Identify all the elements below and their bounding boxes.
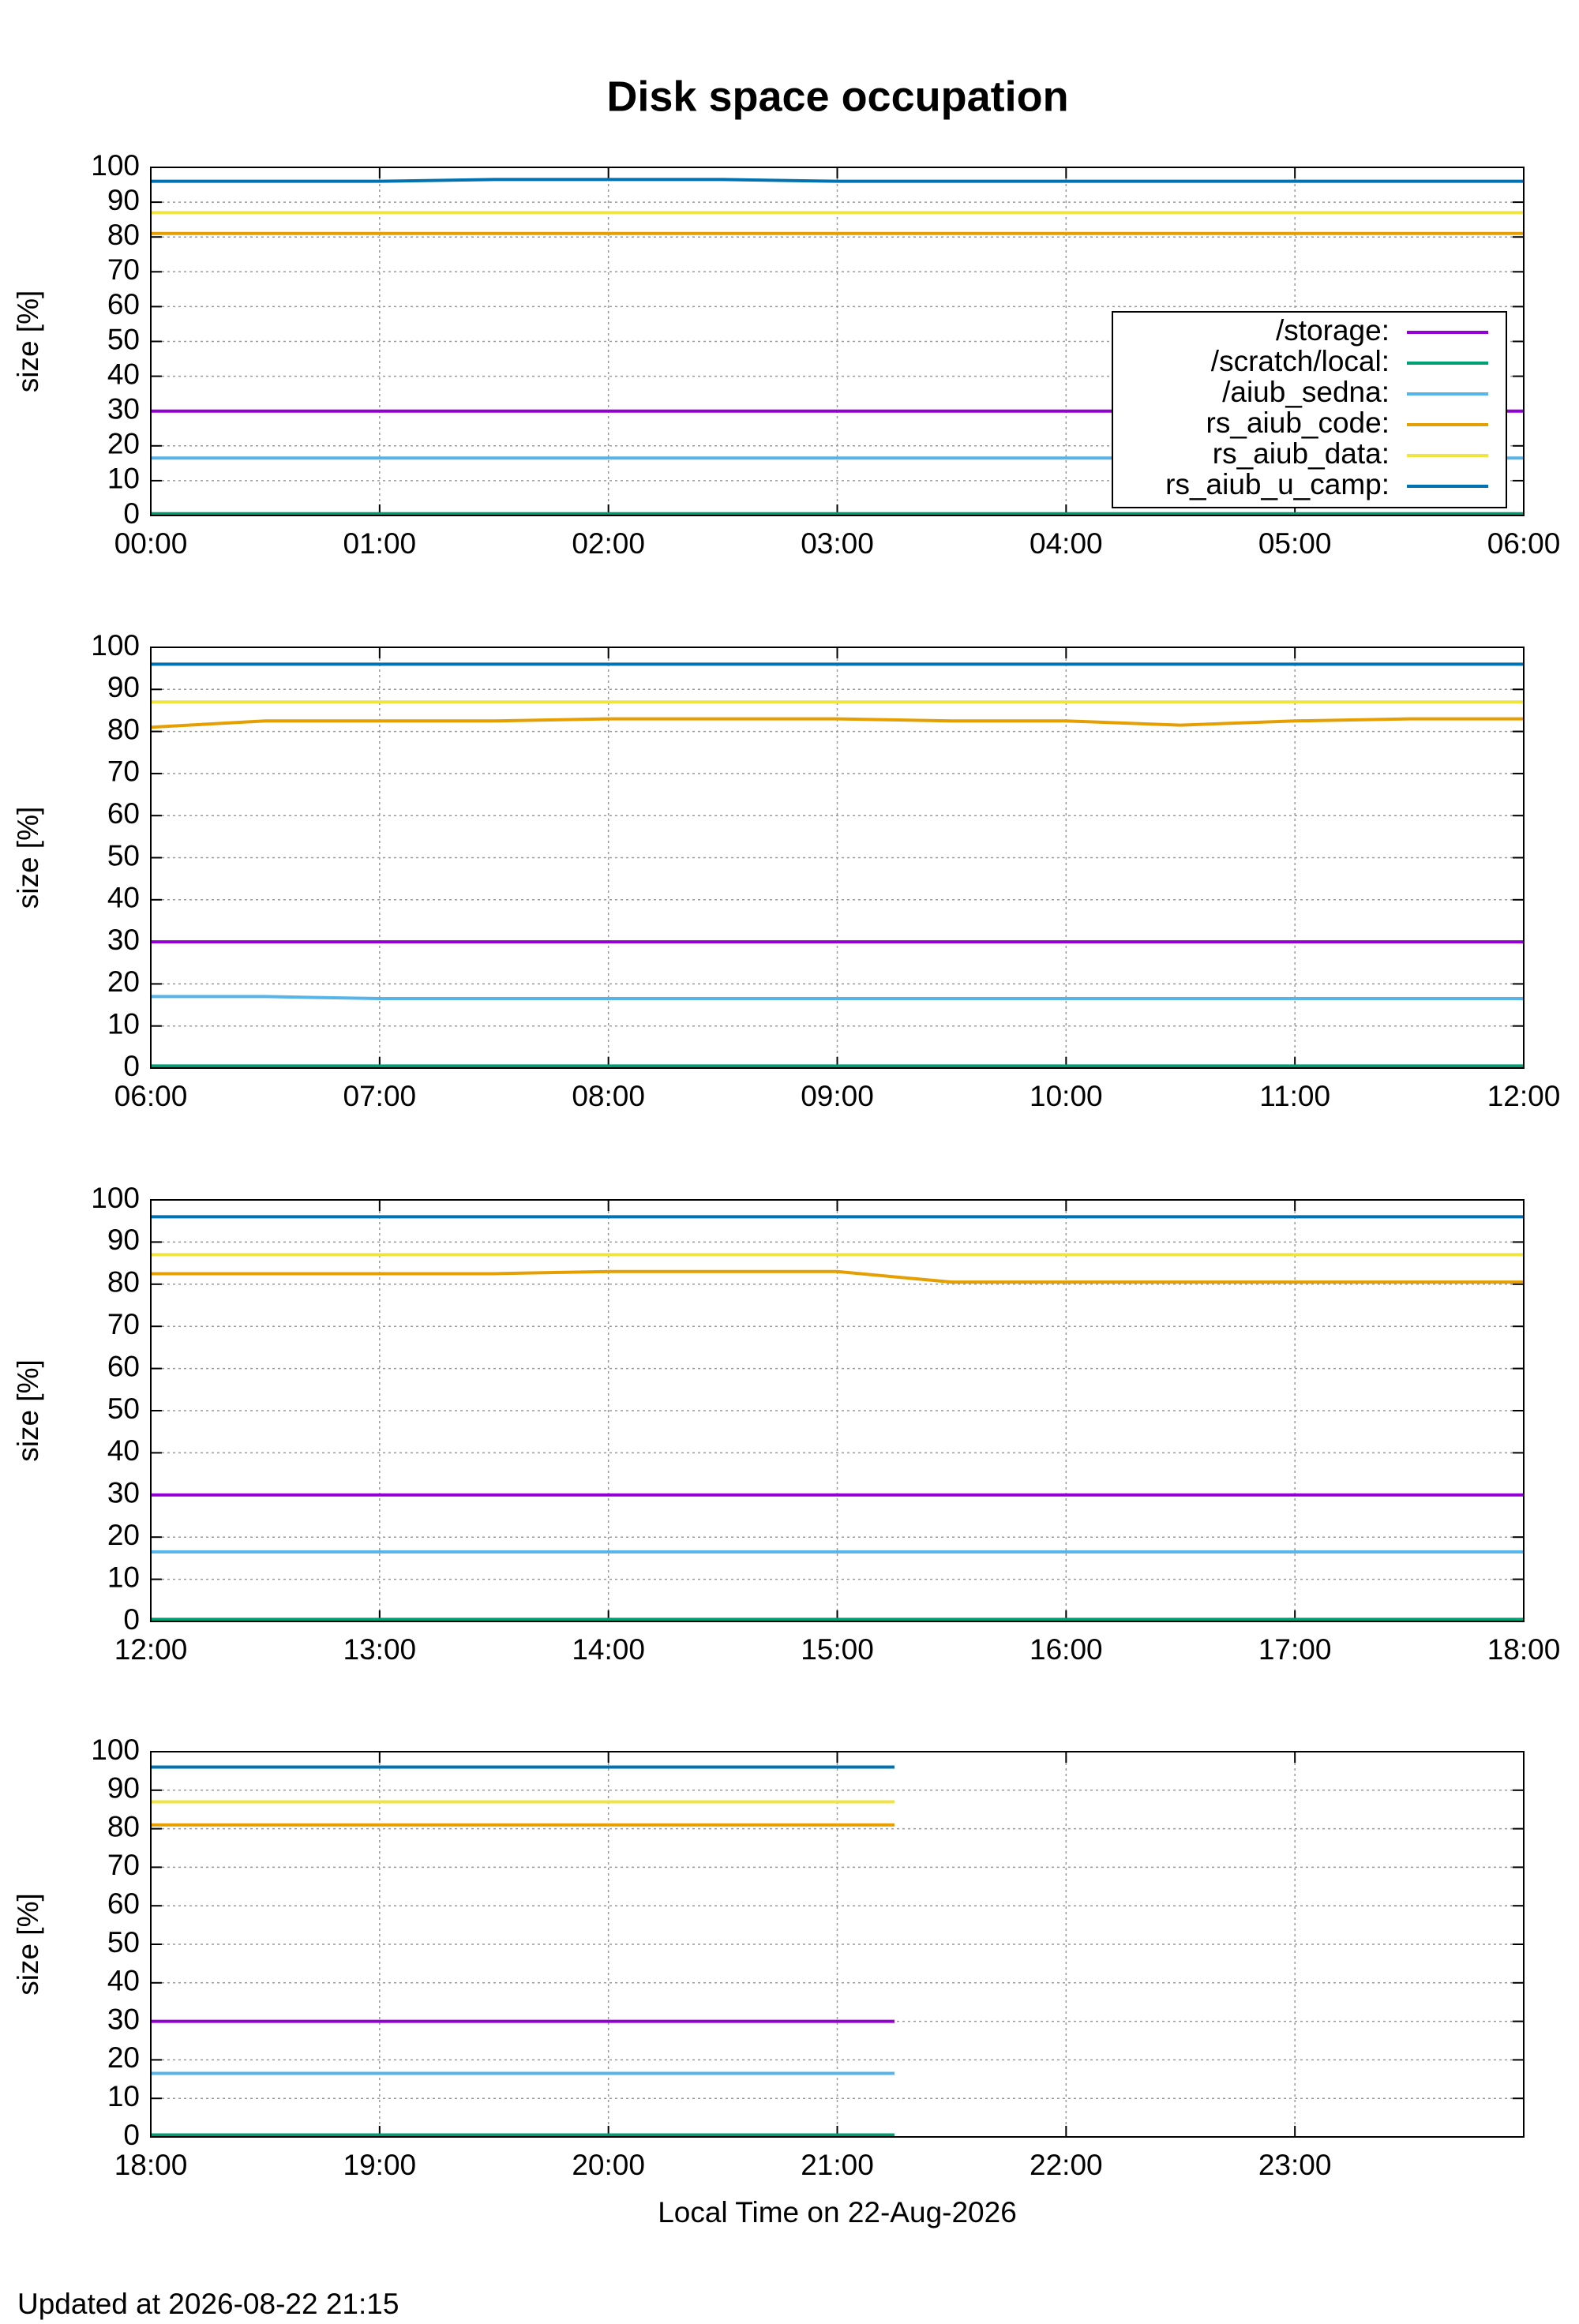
- legend-label: rs_aiub_code:: [1206, 407, 1390, 439]
- x-tick-label: 06:00: [114, 1080, 188, 1112]
- chart-title: Disk space occupation: [606, 73, 1068, 120]
- y-tick-label: 0: [123, 1050, 140, 1082]
- y-tick-label: 100: [91, 629, 140, 662]
- y-tick-label: 60: [107, 1887, 140, 1920]
- series-line: [151, 995, 1524, 1001]
- x-tick-label: 19:00: [343, 2149, 417, 2181]
- x-tick-label: 12:00: [114, 1633, 188, 1666]
- x-tick-label: 07:00: [343, 1080, 417, 1112]
- y-tick-label: 50: [107, 323, 140, 355]
- x-tick-label: 08:00: [572, 1080, 645, 1112]
- legend-box: [1112, 311, 1507, 508]
- y-tick-label: 90: [107, 184, 140, 216]
- y-tick-label: 40: [107, 1434, 140, 1467]
- x-tick-label: 22:00: [1030, 2149, 1103, 2181]
- legend-label: /aiub_sedna:: [1222, 376, 1390, 408]
- x-tick-label: 16:00: [1030, 1633, 1103, 1666]
- y-tick-label: 70: [107, 1308, 140, 1340]
- y-tick-label: 20: [107, 428, 140, 460]
- y-tick-label: 0: [123, 2119, 140, 2151]
- y-tick-label: 30: [107, 2003, 140, 2035]
- y-tick-label: 40: [107, 358, 140, 390]
- y-tick-label: 30: [107, 1477, 140, 1509]
- y-tick-label: 10: [107, 1561, 140, 1593]
- legend-label: rs_aiub_u_camp:: [1165, 468, 1390, 500]
- y-tick-label: 80: [107, 219, 140, 251]
- plot-frame: [150, 167, 1525, 516]
- x-tick-label: 09:00: [801, 1080, 874, 1112]
- y-tick-label: 60: [107, 797, 140, 830]
- y-tick-label: 30: [107, 392, 140, 425]
- y-tick-label: 80: [107, 1266, 140, 1299]
- x-tick-label: 14:00: [572, 1633, 645, 1666]
- plot-frame: [150, 1751, 1525, 2138]
- y-tick-label: 30: [107, 924, 140, 956]
- x-tick-label: 17:00: [1258, 1633, 1332, 1666]
- y-tick-label: 20: [107, 2041, 140, 2074]
- y-tick-label: 70: [107, 1849, 140, 1881]
- x-tick-label: 00:00: [114, 527, 188, 560]
- series-line: [151, 178, 1524, 183]
- x-tick-label: 18:00: [1487, 1633, 1561, 1666]
- y-axis-label: size [%]: [12, 1359, 44, 1462]
- x-tick-label: 21:00: [801, 2149, 874, 2181]
- y-tick-label: 70: [107, 755, 140, 788]
- x-tick-label: 15:00: [801, 1633, 874, 1666]
- x-tick-label: 05:00: [1258, 527, 1332, 560]
- y-tick-label: 50: [107, 839, 140, 872]
- y-axis-label: size [%]: [12, 1893, 44, 1996]
- y-tick-label: 60: [107, 288, 140, 320]
- y-tick-label: 80: [107, 713, 140, 745]
- x-tick-label: 04:00: [1030, 527, 1103, 560]
- x-tick-label: 06:00: [1487, 527, 1561, 560]
- x-tick-label: 18:00: [114, 2149, 188, 2181]
- y-tick-label: 40: [107, 882, 140, 914]
- x-tick-label: 03:00: [801, 527, 874, 560]
- y-tick-label: 10: [107, 2080, 140, 2112]
- y-tick-label: 80: [107, 1810, 140, 1842]
- plot-frame: [150, 647, 1525, 1069]
- series-line: [151, 1269, 1524, 1284]
- y-tick-label: 50: [107, 1393, 140, 1425]
- y-tick-label: 70: [107, 253, 140, 286]
- x-tick-label: 02:00: [572, 527, 645, 560]
- x-tick-label: 11:00: [1259, 1080, 1330, 1112]
- y-tick-label: 0: [123, 497, 140, 530]
- y-tick-label: 10: [107, 1007, 140, 1040]
- y-tick-label: 100: [91, 1182, 140, 1214]
- y-tick-label: 100: [91, 1734, 140, 1766]
- y-tick-label: 20: [107, 965, 140, 998]
- footer: Updated at 2026-08-22 21:15: [17, 2288, 399, 2320]
- x-tick-label: 10:00: [1030, 1080, 1103, 1112]
- legend-label: rs_aiub_data:: [1213, 437, 1390, 470]
- y-tick-label: 40: [107, 1965, 140, 1997]
- y-axis-label: size [%]: [12, 290, 44, 393]
- legend-label: /storage:: [1276, 314, 1390, 347]
- y-axis-label: size [%]: [12, 807, 44, 909]
- y-tick-label: 20: [107, 1519, 140, 1551]
- series-line: [150, 717, 1524, 729]
- y-tick-label: 100: [91, 149, 140, 182]
- x-tick-label: 12:00: [1487, 1080, 1561, 1112]
- y-tick-label: 0: [123, 1603, 140, 1636]
- x-tick-label: 01:00: [343, 527, 417, 560]
- x-tick-label: 20:00: [572, 2149, 645, 2181]
- y-tick-label: 90: [107, 1772, 140, 1805]
- y-tick-label: 10: [107, 463, 140, 495]
- x-tick-label: 13:00: [343, 1633, 417, 1666]
- y-tick-label: 60: [107, 1350, 140, 1382]
- x-axis-label: Local Time on 22-Aug-2026: [658, 2196, 1017, 2228]
- x-tick-label: 23:00: [1258, 2149, 1332, 2181]
- legend-label: /scratch/local:: [1211, 345, 1390, 377]
- y-tick-label: 90: [107, 671, 140, 703]
- y-tick-label: 50: [107, 1926, 140, 1959]
- plot-frame: [150, 1199, 1525, 1622]
- y-tick-label: 90: [107, 1224, 140, 1256]
